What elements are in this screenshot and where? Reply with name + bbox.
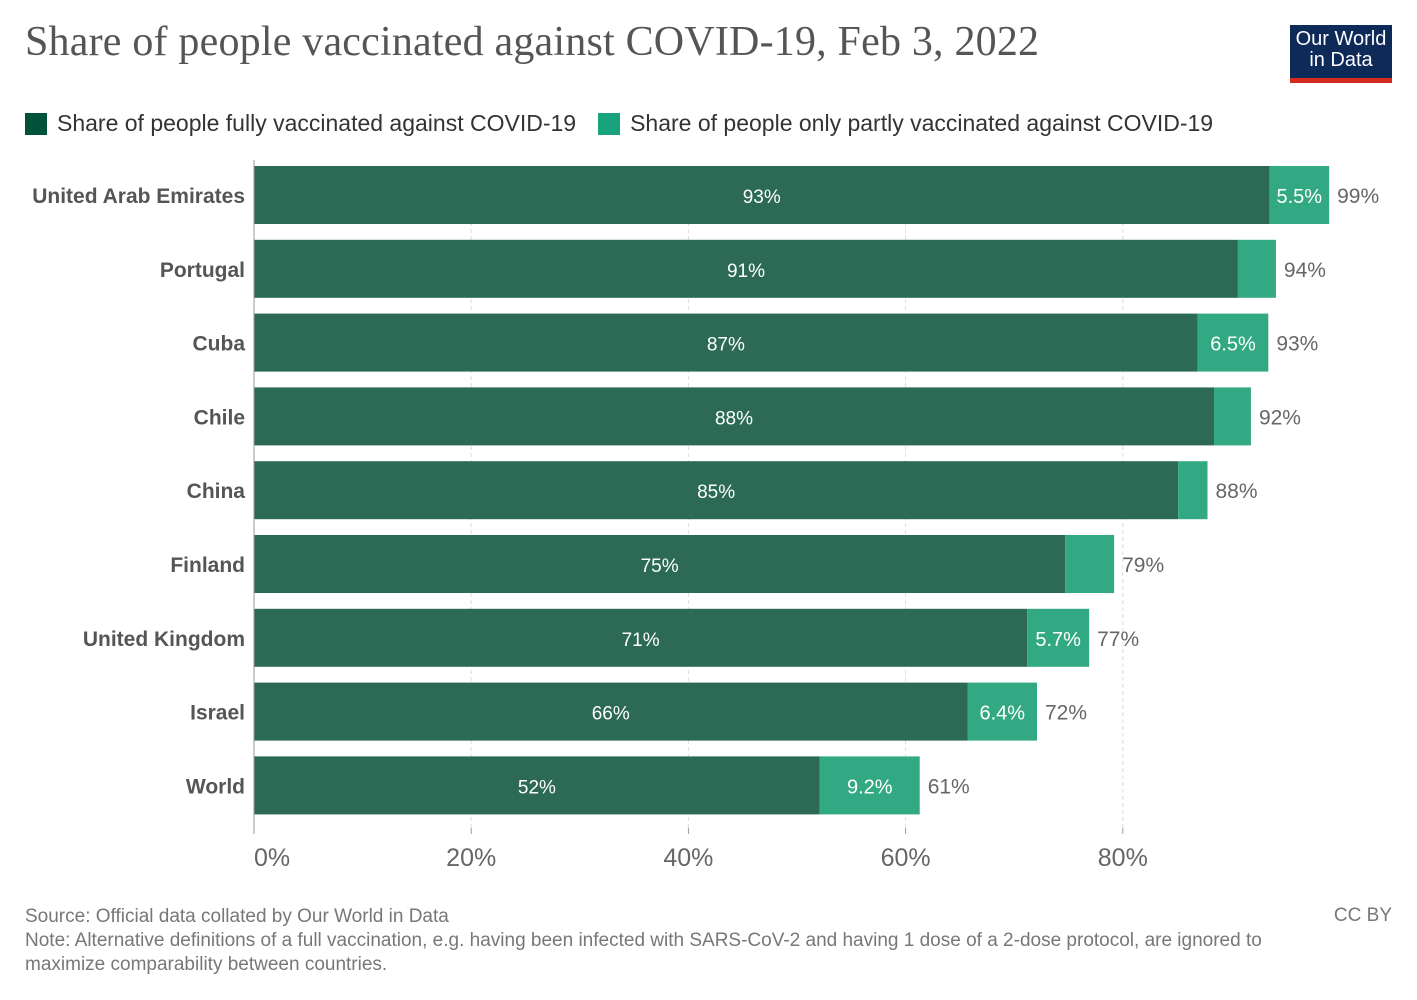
legend: Share of people fully vaccinated against… [25,110,1213,137]
bar-fully [254,313,1198,372]
x-tick-label: 0% [254,844,290,872]
bar-partly [1237,239,1276,298]
owid-logo[interactable]: Our World in Data [1290,25,1392,83]
bar-label-partly: 6.4% [979,703,1025,725]
total-label: 61% [928,775,970,798]
x-tick-label: 80% [1098,844,1148,872]
total-label: 88% [1216,480,1258,503]
bar-fully [254,166,1270,224]
bar-partly [1178,461,1208,520]
total-label: 99% [1337,185,1379,208]
bar-partly [1269,166,1330,224]
x-tick-label: 20% [446,844,496,872]
bar-label-partly: 6.5% [1210,334,1256,356]
bar-label-fully: 91% [727,261,765,282]
chart-title: Share of people vaccinated against COVID… [25,19,1040,65]
bar-fully [254,608,1028,667]
category-label: Portugal [160,259,245,282]
category-label: China [187,480,246,503]
bar-fully [254,682,968,741]
logo-line1: Our World [1295,28,1387,50]
bar-partly [1197,313,1269,372]
category-label: Chile [194,406,245,429]
bar-fully [254,239,1238,298]
bar-fully [254,461,1179,520]
logo-line2: in Data [1309,49,1373,71]
bar-label-fully: 85% [697,482,735,503]
bar-label-fully: 71% [622,630,660,651]
total-label: 72% [1045,702,1087,725]
bar-label-fully: 87% [707,335,745,356]
legend-item-partly[interactable]: Share of people only partly vaccinated a… [598,110,1213,137]
license[interactable]: CC BY [1333,905,1392,926]
bar-label-partly: 5.7% [1035,629,1081,651]
total-label: 92% [1259,406,1301,429]
legend-label-fully: Share of people fully vaccinated against… [57,110,577,136]
legend-item-fully[interactable]: Share of people fully vaccinated against… [25,110,576,137]
bar-partly [1065,535,1115,593]
bar-label-fully: 93% [743,187,781,208]
x-tick-label: 60% [881,844,931,872]
bar-label-partly: 9.2% [847,776,893,798]
category-label: Finland [170,554,245,577]
category-label: United Arab Emirates [32,185,245,208]
bar-fully [254,387,1215,446]
category-label: United Kingdom [83,628,245,651]
footer: Source: Official data collated by Our Wo… [25,905,1315,977]
bar-partly [1214,387,1251,446]
bar-chart: 0% 20% 40% 60% 80% United Arab Emirates 93% 5.5… [32,160,1379,872]
bar-partly [967,682,1038,741]
bar-label-fully: 66% [592,704,630,725]
source-note: Source: Official data collated by Our Wo… [25,906,449,927]
bar-label-partly: 5.5% [1276,186,1322,208]
bar-label-fully: 88% [715,408,753,429]
bar-partly [1027,608,1090,667]
bar-partly [819,756,920,815]
bar-fully [254,756,820,815]
legend-swatch-fully [25,112,47,135]
definition-note: Note: Alternative definitions of a full … [25,930,1262,975]
total-label: 77% [1097,628,1139,651]
total-label: 94% [1284,259,1326,282]
total-label: 79% [1122,554,1164,577]
total-label: 93% [1276,333,1318,356]
category-label: Cuba [193,333,246,356]
bar-label-fully: 75% [641,556,679,577]
bar-label-fully: 52% [518,777,556,798]
legend-label-partly: Share of people only partly vaccinated a… [630,110,1214,136]
category-label: World [186,775,245,798]
legend-swatch-partly [598,112,621,135]
bar-fully [254,535,1066,593]
category-label: Israel [190,702,245,725]
x-tick-label: 40% [663,844,713,872]
